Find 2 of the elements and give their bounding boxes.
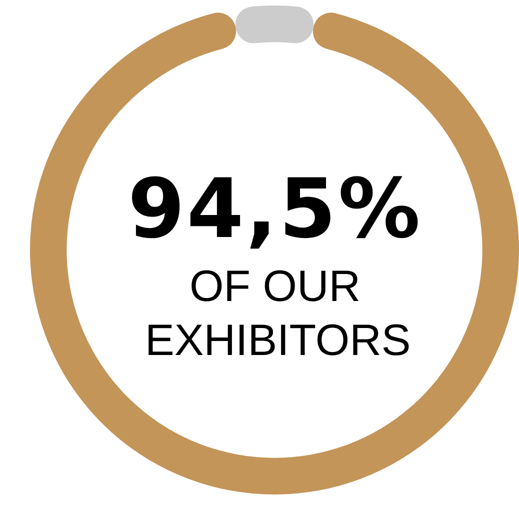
- text: 94,5%: [126, 161, 424, 259]
- text: OF OUR EXHIBITORS: [145, 261, 411, 367]
